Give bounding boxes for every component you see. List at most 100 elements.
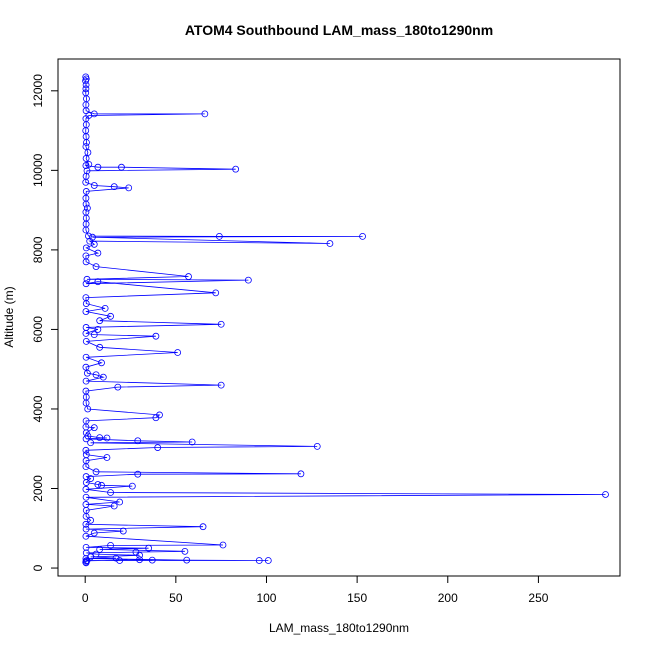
data-point [92,371,100,379]
data-point [82,512,90,520]
data-point [152,332,160,340]
data-point [83,204,91,212]
data-point [92,263,100,270]
data-point [152,414,160,422]
data-point [82,525,90,533]
data-point [134,470,142,478]
data-point [110,502,118,510]
data-point [96,434,104,442]
data-point [82,258,90,266]
data-point [82,493,90,501]
data-point [82,559,90,567]
x-tick-label: 0 [82,591,89,605]
data-point [82,463,90,471]
data-point [244,276,252,284]
data-point [82,162,90,169]
series-layer [82,73,609,567]
data-point [602,491,609,498]
data-point [94,326,102,333]
data-point [128,482,136,490]
data-point [87,516,95,524]
data-point [94,163,102,171]
data-point [255,557,263,564]
data-point [98,481,105,489]
x-tick-label: 100 [256,591,276,605]
data-point [134,437,142,445]
data-point [215,232,223,240]
data-point [107,312,114,320]
data-point [232,165,240,173]
data-point [201,110,209,118]
data-point [82,188,90,195]
data-point [92,550,100,558]
data-point [82,81,90,89]
data-point [103,434,111,442]
data-point [82,485,90,493]
y-tick-label: 2000 [31,475,45,502]
data-point [82,543,90,551]
data-point [82,520,90,528]
data-point [96,343,104,351]
data-point [107,541,114,549]
data-point [297,470,305,478]
data-point [188,438,196,446]
data-point [99,373,107,381]
x-axis-label: LAM_mass_180to1290nm [269,621,409,635]
data-point [94,278,102,286]
data-point [90,529,98,537]
data-point [96,317,104,325]
data-point [90,182,98,189]
data-point [110,183,118,191]
data-point [114,383,122,391]
data-point [82,200,90,208]
data-point [101,304,109,312]
series-line [84,76,606,564]
data-point [82,85,90,93]
data-point [118,163,125,171]
x-tick-label: 250 [528,591,548,605]
data-point [82,532,90,540]
data-point [136,556,143,564]
y-tick-label: 10000 [31,153,45,187]
y-tick-label: 12000 [31,74,45,108]
data-point [185,273,192,280]
data-point [90,331,98,339]
data-point [82,549,90,557]
x-tick-label: 200 [438,591,458,605]
x-tick-label: 150 [347,591,367,605]
data-point [82,143,90,150]
data-point [85,160,93,168]
data-point [92,468,100,476]
data-point [90,424,98,432]
y-tick-label: 4000 [31,395,45,422]
data-point [82,330,90,337]
y-tick-label: 6000 [31,316,45,343]
data-point [217,381,225,389]
data-point [112,554,120,562]
data-point [82,226,90,234]
data-point [82,155,90,162]
data-point [82,446,90,454]
data-point [174,349,182,356]
data-point [148,556,156,564]
data-point [116,557,124,564]
data-point [86,237,94,245]
data-point [145,544,153,552]
data-point [199,523,207,531]
chart-title: ATOM4 Southbound LAM_mass_180to1290nm [185,22,493,38]
data-point [82,377,90,385]
data-point [154,444,162,451]
data-point [107,489,114,496]
data-point [87,553,95,561]
data-point [82,244,90,252]
data-point [119,527,127,535]
data-point [83,139,90,146]
data-point [84,405,92,413]
data-point [181,547,189,555]
data-point [82,337,90,345]
data-point [87,475,95,482]
data-point [264,557,272,564]
data-point [90,240,98,248]
data-point [82,77,89,85]
